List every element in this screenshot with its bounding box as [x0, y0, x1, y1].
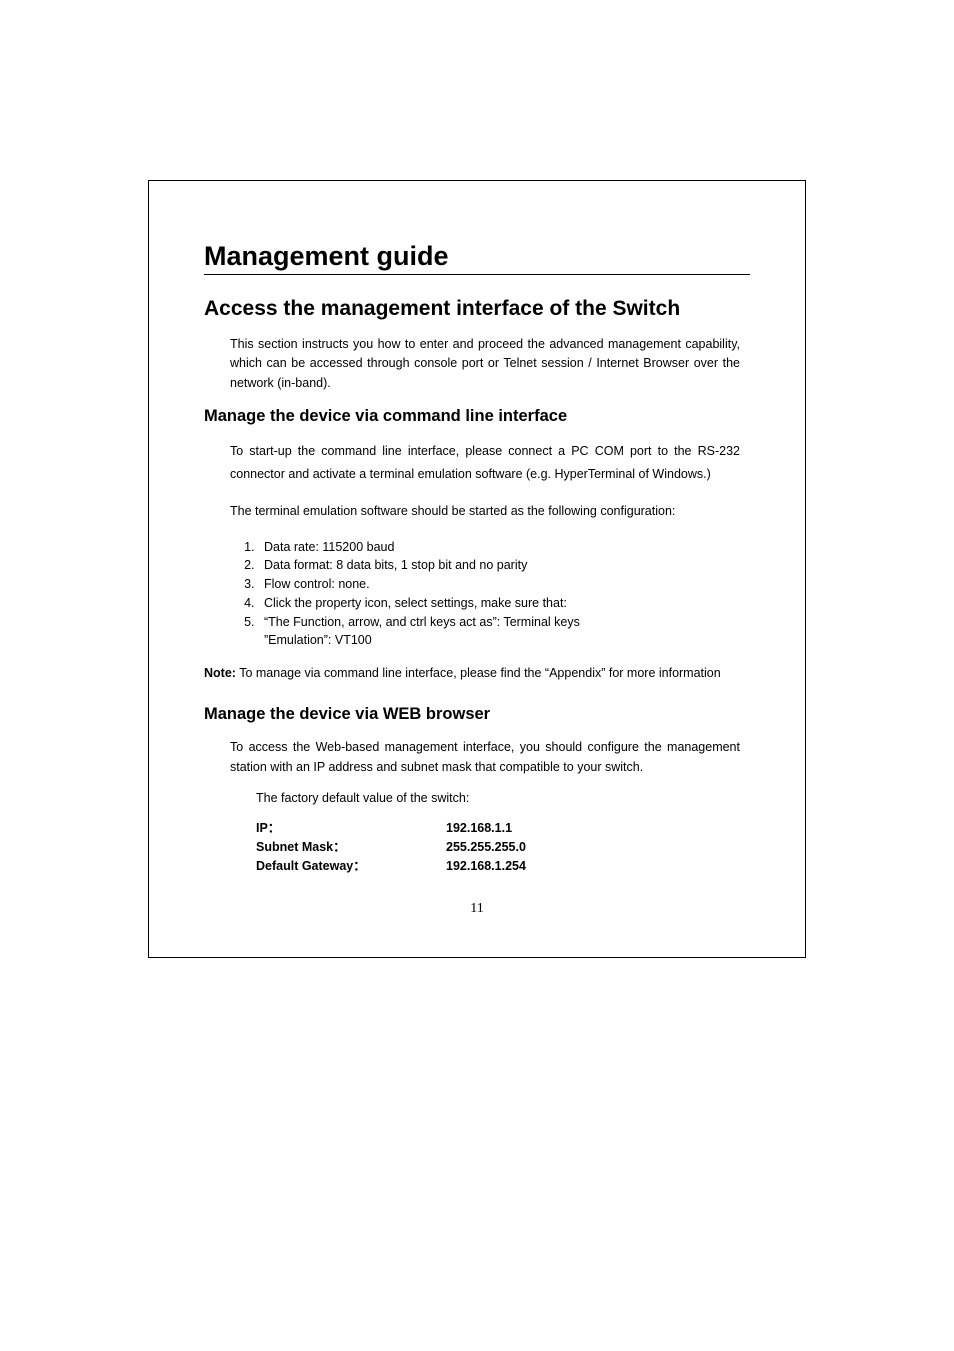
- kv-key-gateway: Default Gateway：: [256, 857, 446, 876]
- list-item: Flow control: none.: [258, 575, 750, 594]
- list-item: Data rate: 115200 baud: [258, 538, 750, 557]
- note-label: Note:: [204, 666, 236, 680]
- cli-note: Note: To manage via command line interfa…: [204, 664, 750, 683]
- intro-paragraph: This section instructs you how to enter …: [230, 335, 740, 393]
- section-heading-cli: Manage the device via command line inter…: [204, 407, 750, 426]
- web-paragraph-1: To access the Web-based management inter…: [230, 738, 740, 777]
- factory-default-label: The factory default value of the switch:: [256, 791, 750, 805]
- page-title: Management guide: [204, 241, 750, 275]
- page-border: Management guide Access the management i…: [148, 180, 806, 958]
- kv-key-ip: IP：: [256, 819, 446, 838]
- list-item: Click the property icon, select settings…: [258, 594, 750, 613]
- section-heading-access: Access the management interface of the S…: [204, 297, 750, 321]
- list-item-text: “The Function, arrow, and ctrl keys act …: [264, 615, 580, 629]
- kv-value-subnet: 255.255.255.0: [446, 838, 526, 857]
- table-row: IP： 192.168.1.1: [256, 819, 750, 838]
- list-item: “The Function, arrow, and ctrl keys act …: [258, 613, 750, 651]
- table-row: Subnet Mask： 255.255.255.0: [256, 838, 750, 857]
- list-item-subtext: ”Emulation”: VT100: [264, 631, 750, 650]
- page-number: 11: [204, 901, 750, 917]
- section-heading-web: Manage the device via WEB browser: [204, 705, 750, 724]
- kv-key-subnet: Subnet Mask：: [256, 838, 446, 857]
- list-item: Data format: 8 data bits, 1 stop bit and…: [258, 556, 750, 575]
- cli-config-list: Data rate: 115200 baud Data format: 8 da…: [230, 538, 750, 651]
- note-body: To manage via command line interface, pl…: [236, 666, 721, 680]
- factory-default-table: IP： 192.168.1.1 Subnet Mask： 255.255.255…: [256, 819, 750, 875]
- cli-paragraph-2: The terminal emulation software should b…: [230, 500, 740, 523]
- kv-value-ip: 192.168.1.1: [446, 819, 512, 838]
- cli-paragraph-1: To start-up the command line interface, …: [230, 440, 740, 486]
- table-row: Default Gateway： 192.168.1.254: [256, 857, 750, 876]
- kv-value-gateway: 192.168.1.254: [446, 857, 526, 876]
